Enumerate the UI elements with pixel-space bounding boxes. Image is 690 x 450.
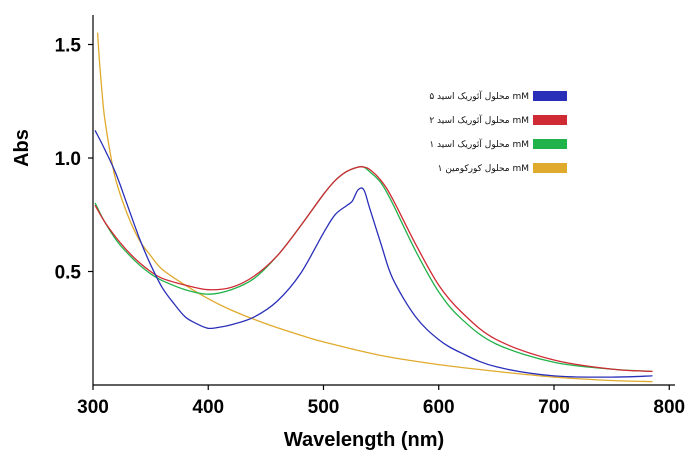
- axes: [92, 15, 675, 386]
- x-axis-title: Wavelength (nm): [284, 429, 444, 450]
- legend-label: محلول آئوریک اسید ۱ mM: [429, 138, 529, 150]
- y-tick-label: 0.5: [55, 263, 82, 284]
- series-line-2: [94, 165, 653, 373]
- y-tick-label: 1.5: [55, 36, 82, 57]
- legend-swatch: [533, 163, 567, 173]
- x-ticks: 300 400 500 600 700 800: [77, 385, 685, 418]
- y-tick-label: 1.0: [55, 149, 81, 170]
- series-group: [94, 32, 653, 383]
- legend-label: محلول کورکومین ۱ mM: [438, 164, 529, 174]
- x-tick-label: 800: [653, 397, 685, 418]
- legend-label: محلول آئوریک اسید ۲ mM: [429, 114, 529, 126]
- x-tick-label: 600: [423, 397, 455, 418]
- series-line-4: [96, 32, 653, 383]
- series-line-3: [94, 165, 653, 373]
- legend-swatch: [533, 115, 567, 125]
- legend-swatch: [533, 139, 567, 149]
- x-tick-label: 700: [538, 397, 570, 418]
- series-line-1: [94, 130, 653, 378]
- y-axis-title: Abs: [11, 129, 33, 167]
- x-tick-label: 500: [308, 397, 340, 418]
- x-tick-label: 300: [77, 397, 109, 418]
- legend: محلول آئوریک اسید ۵ mM محلول آئوریک اسید …: [429, 90, 567, 174]
- y-ticks: 0.5 1.0 1.5: [55, 36, 93, 284]
- legend-label: محلول آئوریک اسید ۵ mM: [429, 90, 529, 102]
- x-tick-label: 400: [192, 397, 224, 418]
- legend-swatch: [533, 91, 567, 101]
